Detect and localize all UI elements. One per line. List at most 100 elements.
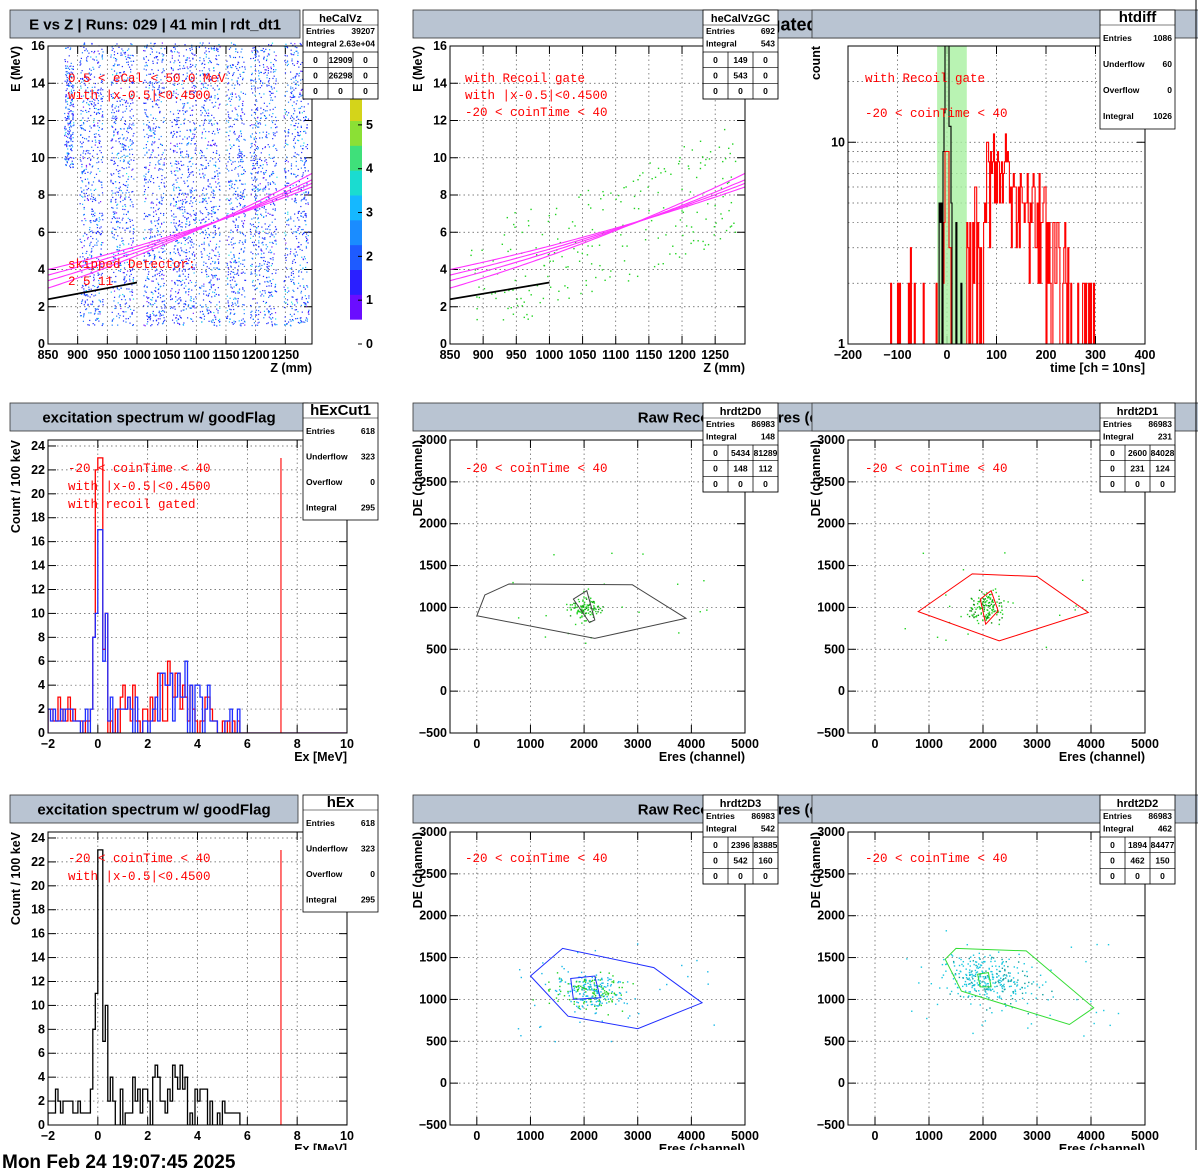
heat-point xyxy=(206,74,208,76)
heat-point xyxy=(87,99,89,101)
heat-point xyxy=(306,124,308,126)
heat-point xyxy=(300,100,302,103)
heat-point xyxy=(152,202,154,204)
heat-point xyxy=(217,129,219,131)
heat-point xyxy=(145,237,147,239)
heat-point xyxy=(290,124,292,126)
heat-point xyxy=(131,191,133,193)
heat-point xyxy=(173,145,175,147)
heat-point xyxy=(255,265,257,267)
heat-point xyxy=(190,241,192,243)
heat-point xyxy=(228,304,230,307)
heat-point xyxy=(244,214,246,216)
heat-point xyxy=(64,59,66,61)
heat-point xyxy=(73,76,75,78)
heat-point xyxy=(175,160,178,162)
heat-point xyxy=(150,42,152,44)
heat-point xyxy=(143,129,145,131)
heat-point xyxy=(251,324,253,327)
heat-point xyxy=(285,242,287,244)
heat-point xyxy=(131,82,134,84)
heat-point xyxy=(172,262,174,264)
heat-point xyxy=(128,127,130,129)
kinematic-line xyxy=(48,172,312,289)
heat-point xyxy=(216,217,218,219)
heat-point xyxy=(218,128,221,130)
heat-point xyxy=(303,285,305,287)
heat-point xyxy=(87,304,89,306)
heat-point xyxy=(81,246,83,249)
heat-point xyxy=(99,73,102,75)
heat-point xyxy=(185,308,187,310)
heat-point xyxy=(253,159,256,162)
heat-point xyxy=(230,231,232,234)
heat-point xyxy=(205,270,207,272)
heat-point xyxy=(274,230,276,233)
heat-point xyxy=(113,173,115,175)
heat-point xyxy=(210,61,212,64)
heat-point xyxy=(98,134,100,136)
heat-point xyxy=(192,210,195,212)
heat-point xyxy=(131,248,134,250)
heat-point xyxy=(298,66,300,68)
heat-point xyxy=(253,155,256,157)
heat-point xyxy=(82,285,84,287)
heat-point xyxy=(154,257,156,259)
heat-point xyxy=(176,145,179,148)
heat-point xyxy=(114,121,116,123)
heat-point xyxy=(130,176,133,178)
heat-point xyxy=(119,244,121,246)
heat-point xyxy=(191,157,193,159)
heat-point xyxy=(201,285,203,287)
heat-point xyxy=(215,248,217,250)
heat-point xyxy=(240,272,242,274)
heat-point xyxy=(210,79,212,81)
heat-point xyxy=(174,174,176,176)
heat-point xyxy=(285,45,287,48)
heat-point xyxy=(298,271,300,273)
heat-point xyxy=(65,94,67,96)
heat-point xyxy=(128,243,130,245)
heat-point xyxy=(231,95,233,98)
heat-point xyxy=(179,207,181,209)
heat-point xyxy=(266,66,268,68)
scatter-point xyxy=(521,305,523,307)
heat-point xyxy=(259,64,261,67)
heat-point xyxy=(110,159,112,161)
heat-point xyxy=(163,295,165,297)
heat-point xyxy=(284,324,286,326)
heat-point xyxy=(240,152,242,154)
heat-point xyxy=(218,253,220,255)
heat-point xyxy=(115,115,117,117)
heat-point xyxy=(132,102,134,104)
heat-point xyxy=(150,220,152,222)
heat-point xyxy=(170,132,172,134)
heat-point xyxy=(209,281,211,283)
heat-point xyxy=(94,310,97,312)
heat-point xyxy=(195,296,197,298)
heat-point xyxy=(175,301,177,303)
heat-point xyxy=(203,58,205,60)
heat-point xyxy=(295,202,297,204)
heat-point xyxy=(255,125,257,127)
heat-point xyxy=(151,105,154,108)
colorbar-segment xyxy=(350,120,362,146)
scatter-point xyxy=(626,245,628,247)
heat-point xyxy=(242,271,244,273)
heat-point xyxy=(230,66,232,68)
heat-point xyxy=(217,228,220,230)
heat-point xyxy=(123,279,125,281)
heat-point xyxy=(228,139,231,141)
heat-point xyxy=(185,59,187,61)
heat-point xyxy=(159,315,161,317)
heat-point xyxy=(90,256,93,258)
heat-point xyxy=(270,44,273,46)
heat-point xyxy=(130,43,132,45)
heat-point xyxy=(155,94,157,96)
heat-point xyxy=(111,105,113,107)
heat-point xyxy=(203,237,206,239)
heat-point xyxy=(272,77,274,80)
heat-point xyxy=(129,98,131,100)
heat-point xyxy=(203,122,205,124)
